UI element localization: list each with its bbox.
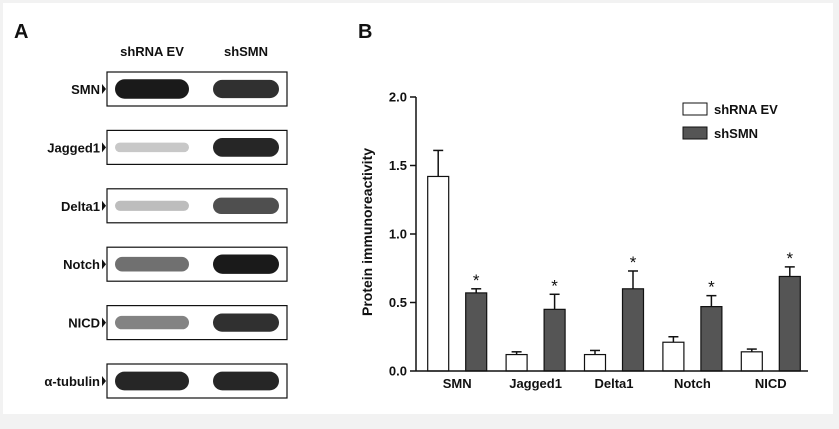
bar-ev-nicd <box>740 351 763 372</box>
row-arrow-icon <box>102 200 106 211</box>
blot-band-shsmn-delta1 <box>213 197 279 214</box>
blot-band-ev-tubulin <box>115 371 189 391</box>
bar-ev-jagged1 <box>505 353 528 372</box>
row-arrow-icon <box>102 84 106 94</box>
significance-star-notch: * <box>708 278 715 297</box>
blot-column-header-shsmn: shSMN <box>224 44 268 59</box>
legend-swatch-shsmn <box>682 126 708 140</box>
panel-b-label: B <box>358 21 372 43</box>
blot-row-label-smn: SMN <box>71 82 100 97</box>
blot-band-shsmn-notch <box>213 254 279 274</box>
bar-shsmn-nicd <box>778 275 801 372</box>
blot-row-label-jagged1: Jagged1 <box>47 140 100 155</box>
bar-shsmn-jagged1 <box>543 308 566 372</box>
legend-label-shsmn: shSMN <box>714 126 758 141</box>
blot-band-ev-jagged1 <box>115 142 189 153</box>
blot-column-header-ev: shRNA EV <box>120 44 184 59</box>
row-arrow-icon <box>102 376 106 386</box>
blot-band-ev-smn <box>115 79 189 99</box>
significance-star-nicd: * <box>786 249 793 268</box>
x-tick-label-jagged1: Jagged1 <box>509 376 562 391</box>
western-blot-panel: A shRNA EV shSMN SMN Jagged1 Delta1 Notch NI… <box>14 21 288 399</box>
blot-band-ev-nicd <box>115 315 189 330</box>
row-arrow-icon <box>102 142 106 153</box>
blot-band-shsmn-nicd <box>213 313 279 332</box>
x-tick-label-nicd: NICD <box>755 376 787 391</box>
bar-ev-smn <box>427 175 450 372</box>
y-axis-label: Protein immunoreactivity <box>359 148 375 316</box>
chart-legend: shRNA EV shSMN <box>682 102 778 141</box>
y-tick-label: 1.5 <box>389 158 407 173</box>
x-tick-label-delta1: Delta1 <box>594 376 633 391</box>
x-tick-label-smn: SMN <box>443 376 472 391</box>
blot-row-label-notch: Notch <box>63 257 100 272</box>
blot-row-label-nicd: NICD <box>68 316 100 331</box>
legend-label-shrna-ev: shRNA EV <box>714 102 778 117</box>
bar-chart-panel: B Protein immunoreactivity * * * * * 0.0 0.5 1… <box>358 21 808 391</box>
significance-star-smn: * <box>473 271 480 290</box>
row-arrow-icon <box>102 259 106 270</box>
bar-shsmn-notch <box>700 306 723 372</box>
panel-a-label: A <box>14 21 28 43</box>
blot-band-ev-notch <box>115 256 189 272</box>
x-tick-label-notch: Notch <box>674 376 711 391</box>
blot-band-shsmn-smn <box>213 79 279 99</box>
row-arrow-icon <box>102 317 106 328</box>
blot-row-label-tubulin: α-tubulin <box>44 374 100 389</box>
blot-band-shsmn-jagged1 <box>213 138 279 157</box>
significance-star-delta1: * <box>630 253 637 272</box>
bar-shsmn-delta1 <box>621 288 645 372</box>
bar-ev-notch <box>662 341 685 372</box>
legend-swatch-shrna-ev <box>682 102 708 116</box>
y-tick-label: 0.5 <box>389 295 407 310</box>
y-tick-label: 1.0 <box>389 227 407 242</box>
bar-shsmn-smn <box>465 292 488 372</box>
bar-ev-delta1 <box>583 353 607 372</box>
blot-band-shsmn-tubulin <box>213 371 279 391</box>
blot-row-label-delta1: Delta1 <box>61 199 100 214</box>
y-tick-label: 2.0 <box>389 90 407 105</box>
significance-star-jagged1: * <box>551 276 558 295</box>
y-tick-label: 0.0 <box>389 364 407 379</box>
blot-band-ev-delta1 <box>115 200 189 211</box>
